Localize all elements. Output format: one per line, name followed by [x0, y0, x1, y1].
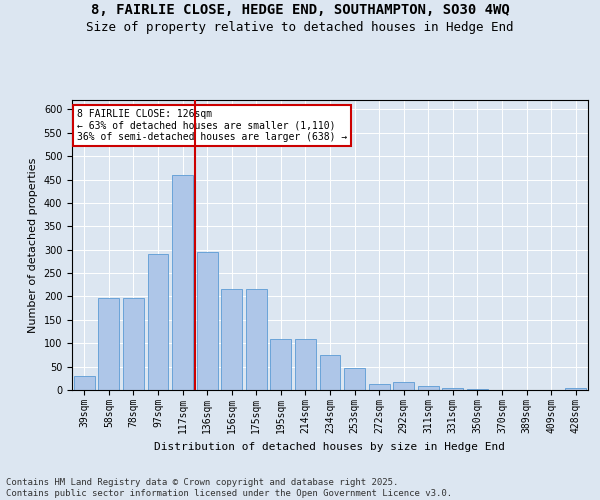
Bar [565, 388, 586, 390]
Bar [320, 355, 340, 390]
Y-axis label: Number of detached properties: Number of detached properties [28, 158, 38, 332]
Bar [98, 298, 119, 390]
Bar [197, 252, 218, 390]
Bar [295, 338, 316, 390]
Bar [271, 338, 292, 390]
Bar [148, 254, 169, 390]
Bar [344, 368, 365, 390]
Bar [172, 175, 193, 390]
Bar [418, 386, 439, 390]
Bar [74, 376, 95, 390]
Text: Distribution of detached houses by size in Hedge End: Distribution of detached houses by size … [155, 442, 505, 452]
Bar [467, 388, 488, 390]
Bar [442, 388, 463, 390]
Bar [368, 384, 389, 390]
Text: 8 FAIRLIE CLOSE: 126sqm
← 63% of detached houses are smaller (1,110)
36% of semi: 8 FAIRLIE CLOSE: 126sqm ← 63% of detache… [77, 108, 347, 142]
Text: Contains HM Land Registry data © Crown copyright and database right 2025.
Contai: Contains HM Land Registry data © Crown c… [6, 478, 452, 498]
Text: Size of property relative to detached houses in Hedge End: Size of property relative to detached ho… [86, 21, 514, 34]
Text: 8, FAIRLIE CLOSE, HEDGE END, SOUTHAMPTON, SO30 4WQ: 8, FAIRLIE CLOSE, HEDGE END, SOUTHAMPTON… [91, 2, 509, 16]
Bar [393, 382, 414, 390]
Bar [246, 290, 267, 390]
Bar [123, 298, 144, 390]
Bar [221, 290, 242, 390]
